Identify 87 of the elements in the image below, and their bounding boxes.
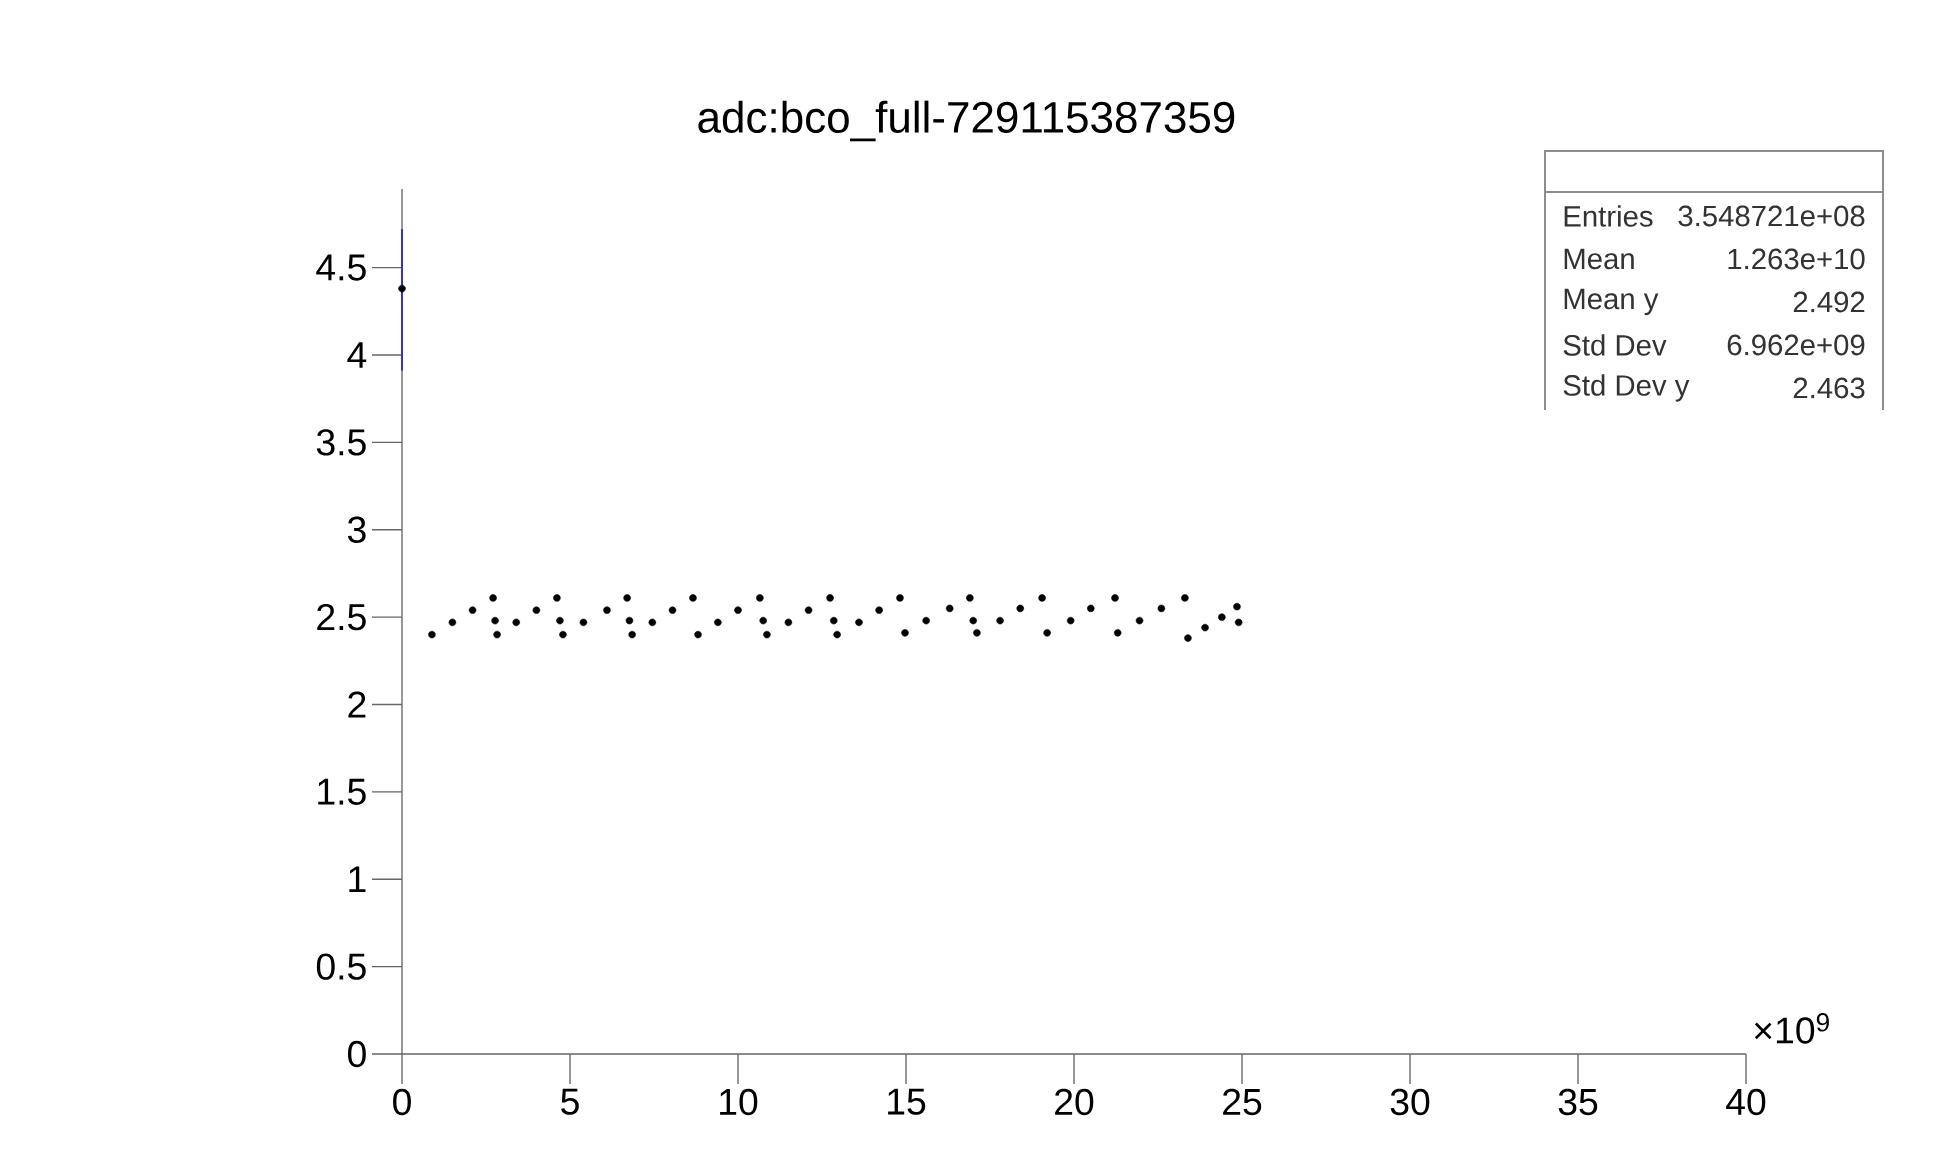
point bbox=[1111, 594, 1119, 602]
x-tick-label: 0 bbox=[393, 1088, 411, 1116]
x-tick-label: 10 bbox=[720, 1088, 758, 1116]
y-tick-label: 3.5 bbox=[316, 429, 366, 456]
point bbox=[623, 594, 631, 602]
y-tick-label: 1.5 bbox=[318, 778, 366, 805]
point bbox=[759, 616, 767, 625]
point bbox=[553, 594, 561, 602]
point bbox=[830, 616, 838, 625]
point bbox=[756, 594, 764, 602]
point bbox=[922, 616, 930, 625]
y-tick-label: 0.5 bbox=[316, 953, 366, 980]
point bbox=[1043, 629, 1051, 637]
point bbox=[468, 606, 477, 614]
annotation: Mean y bbox=[1564, 288, 1659, 316]
point bbox=[875, 606, 883, 614]
y-tick-label: 1 bbox=[349, 866, 366, 893]
point bbox=[784, 618, 793, 627]
point bbox=[804, 606, 813, 614]
x-tick-label: 5 bbox=[561, 1088, 579, 1115]
point bbox=[763, 630, 771, 639]
y-tick-label: 0 bbox=[348, 1040, 366, 1068]
x-tick-label: 25 bbox=[1223, 1088, 1262, 1116]
point bbox=[532, 606, 541, 614]
x-tick-label: 30 bbox=[1390, 1088, 1430, 1116]
point bbox=[826, 594, 834, 602]
point bbox=[603, 606, 611, 614]
point bbox=[1233, 602, 1241, 611]
point bbox=[668, 606, 677, 614]
annotation: 3.548721e+08 bbox=[1678, 205, 1865, 227]
annotation: Std Dev bbox=[1563, 334, 1667, 356]
annotation: Entries bbox=[1564, 205, 1653, 227]
annotation: 1.263e+10 bbox=[1728, 248, 1865, 270]
point bbox=[855, 618, 863, 627]
point bbox=[1218, 613, 1226, 621]
point bbox=[1201, 623, 1209, 632]
point bbox=[689, 594, 697, 602]
point bbox=[556, 616, 564, 625]
x-tick-label: 15 bbox=[888, 1088, 926, 1115]
point bbox=[512, 618, 520, 627]
point bbox=[896, 594, 904, 602]
annotation: 6.962e+09 bbox=[1727, 334, 1865, 356]
x-tick-label: 40 bbox=[1726, 1088, 1766, 1116]
y-tick-label: 2 bbox=[348, 691, 366, 718]
point bbox=[1157, 604, 1166, 613]
point bbox=[579, 618, 588, 627]
point bbox=[996, 616, 1004, 625]
point bbox=[625, 616, 634, 625]
chart-title: adc:bco_full-729115387359 bbox=[698, 100, 1235, 142]
annotation: Mean bbox=[1564, 248, 1634, 270]
point bbox=[714, 618, 722, 627]
point bbox=[648, 618, 657, 627]
point bbox=[694, 630, 702, 639]
point bbox=[1066, 616, 1075, 625]
y-tick-label: 2.5 bbox=[317, 603, 366, 631]
point bbox=[1135, 616, 1144, 625]
point bbox=[1184, 634, 1192, 642]
point bbox=[973, 629, 981, 637]
point bbox=[1016, 604, 1024, 613]
text: 2.492 bbox=[1793, 291, 1865, 313]
y-tick-label: 3 bbox=[347, 516, 366, 543]
point bbox=[428, 630, 436, 639]
point bbox=[398, 284, 406, 293]
point bbox=[945, 604, 954, 613]
point bbox=[491, 616, 499, 625]
point bbox=[559, 630, 567, 639]
x-tick-label: 35 bbox=[1558, 1088, 1598, 1116]
y-tick-label: 4.5 bbox=[316, 254, 366, 281]
point bbox=[1087, 604, 1095, 613]
point bbox=[489, 594, 497, 602]
text: ×10$^{9}$ bbox=[1754, 1013, 1829, 1044]
point bbox=[448, 618, 457, 627]
point bbox=[734, 606, 742, 614]
point bbox=[1038, 594, 1046, 602]
x-tick-label: 20 bbox=[1055, 1088, 1094, 1116]
annotation: Std Dev y bbox=[1563, 374, 1690, 402]
point bbox=[969, 616, 977, 625]
point bbox=[901, 629, 909, 637]
point bbox=[1181, 594, 1189, 602]
point bbox=[833, 630, 841, 639]
point bbox=[1234, 618, 1243, 627]
y-tick-label: 4 bbox=[347, 342, 367, 368]
text: 2.463 bbox=[1793, 377, 1865, 399]
point bbox=[493, 630, 501, 639]
point bbox=[966, 594, 974, 602]
point bbox=[1113, 629, 1122, 637]
point bbox=[628, 630, 636, 639]
